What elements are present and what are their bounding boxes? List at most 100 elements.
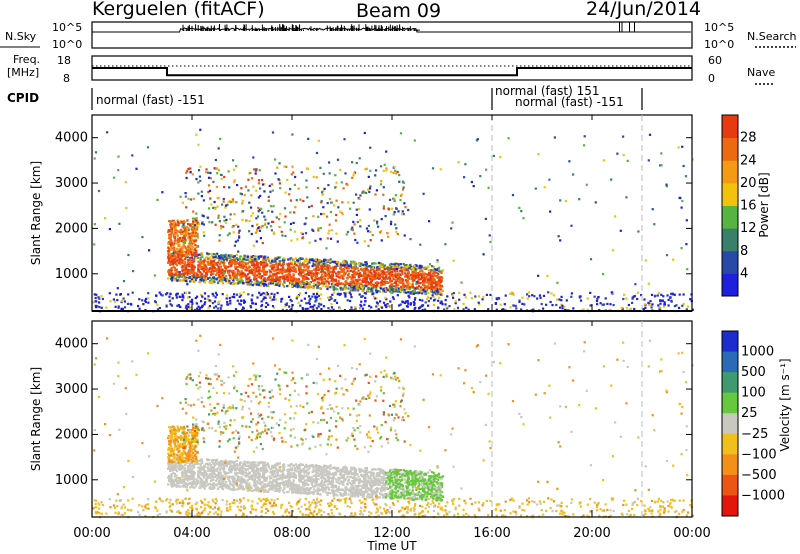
data-cell xyxy=(433,291,436,294)
data-cell xyxy=(330,302,333,306)
data-cell xyxy=(187,228,190,231)
data-cell xyxy=(228,186,231,189)
data-cell xyxy=(204,301,207,304)
data-cell xyxy=(294,279,297,282)
data-cell xyxy=(658,514,661,517)
data-cell xyxy=(351,282,354,285)
data-cell xyxy=(648,509,651,513)
data-cell xyxy=(371,266,374,269)
data-cell xyxy=(407,508,410,511)
data-cell xyxy=(418,307,421,310)
data-cell xyxy=(424,281,427,284)
data-cell xyxy=(270,220,274,223)
cpid-label: CPID xyxy=(7,91,39,105)
data-cell xyxy=(456,512,460,515)
data-cell xyxy=(601,509,604,512)
data-cell xyxy=(100,306,103,309)
data-cell xyxy=(307,271,310,274)
data-cell xyxy=(338,271,342,274)
data-cell xyxy=(316,266,320,269)
data-cell xyxy=(324,272,327,275)
data-cell xyxy=(589,291,592,294)
data-cell xyxy=(230,263,233,266)
data-cell xyxy=(247,281,250,284)
data-cell xyxy=(175,262,178,266)
data-cell xyxy=(411,498,414,501)
data-cell xyxy=(238,302,241,305)
data-cell xyxy=(318,508,321,511)
data-cell xyxy=(425,292,428,295)
data-cell xyxy=(444,509,447,512)
data-cell xyxy=(180,221,183,224)
data-cell xyxy=(193,271,196,274)
data-cell xyxy=(317,268,320,271)
data-cell xyxy=(231,198,234,201)
data-cell xyxy=(200,190,203,193)
data-cell xyxy=(372,501,375,505)
data-cell xyxy=(201,255,204,258)
data-cell xyxy=(557,235,560,238)
data-cell xyxy=(178,236,182,240)
data-cell xyxy=(202,199,205,202)
data-cell xyxy=(218,255,221,258)
data-cell xyxy=(295,282,298,285)
data-cell xyxy=(180,249,183,253)
data-cell xyxy=(376,283,379,286)
data-cell xyxy=(453,514,456,517)
data-cell xyxy=(383,163,386,166)
data-cell xyxy=(446,295,449,298)
data-cell xyxy=(258,267,261,271)
data-cell xyxy=(479,175,482,178)
data-cell xyxy=(294,270,298,273)
data-cell xyxy=(404,301,407,305)
data-cell xyxy=(315,151,319,155)
data-cell xyxy=(303,269,306,272)
data-cell xyxy=(95,499,98,502)
data-cell xyxy=(432,295,435,299)
data-cell xyxy=(241,279,244,282)
data-cell xyxy=(647,301,650,304)
data-cell xyxy=(503,303,506,306)
data-cell xyxy=(261,211,264,214)
data-cell xyxy=(329,296,332,299)
data-cell xyxy=(394,169,397,172)
data-cell xyxy=(416,276,419,279)
data-cell xyxy=(223,215,226,218)
data-cell xyxy=(406,276,409,279)
data-cell xyxy=(678,306,681,309)
data-cell xyxy=(233,271,236,274)
data-cell xyxy=(427,506,430,509)
data-cell xyxy=(231,295,234,298)
data-cell xyxy=(178,276,181,279)
data-cell xyxy=(292,269,295,272)
data-cell xyxy=(196,274,199,277)
data-cell xyxy=(320,268,324,271)
data-cell xyxy=(94,296,97,300)
data-cell xyxy=(464,296,467,299)
colorbar-swatch xyxy=(722,160,738,184)
data-cell xyxy=(275,283,278,286)
data-cell xyxy=(396,290,399,293)
data-cell xyxy=(213,512,216,515)
data-cell xyxy=(338,293,341,296)
data-cell xyxy=(179,247,182,250)
data-cell xyxy=(236,270,239,273)
data-cell xyxy=(219,173,223,176)
data-cell xyxy=(185,225,189,228)
data-cell xyxy=(339,267,342,270)
data-cell xyxy=(175,296,178,299)
data-cell xyxy=(262,504,265,507)
data-cell xyxy=(315,260,318,263)
data-cell xyxy=(464,502,467,505)
data-cell xyxy=(299,264,302,267)
data-cell xyxy=(170,222,173,225)
data-cell xyxy=(276,497,279,501)
data-cell xyxy=(403,234,406,237)
data-cell xyxy=(295,264,298,267)
data-cell xyxy=(384,278,387,281)
data-cell xyxy=(280,506,283,509)
data-cell xyxy=(195,133,198,136)
data-cell xyxy=(418,282,421,285)
data-cell xyxy=(287,258,290,261)
data-cell xyxy=(308,299,311,302)
